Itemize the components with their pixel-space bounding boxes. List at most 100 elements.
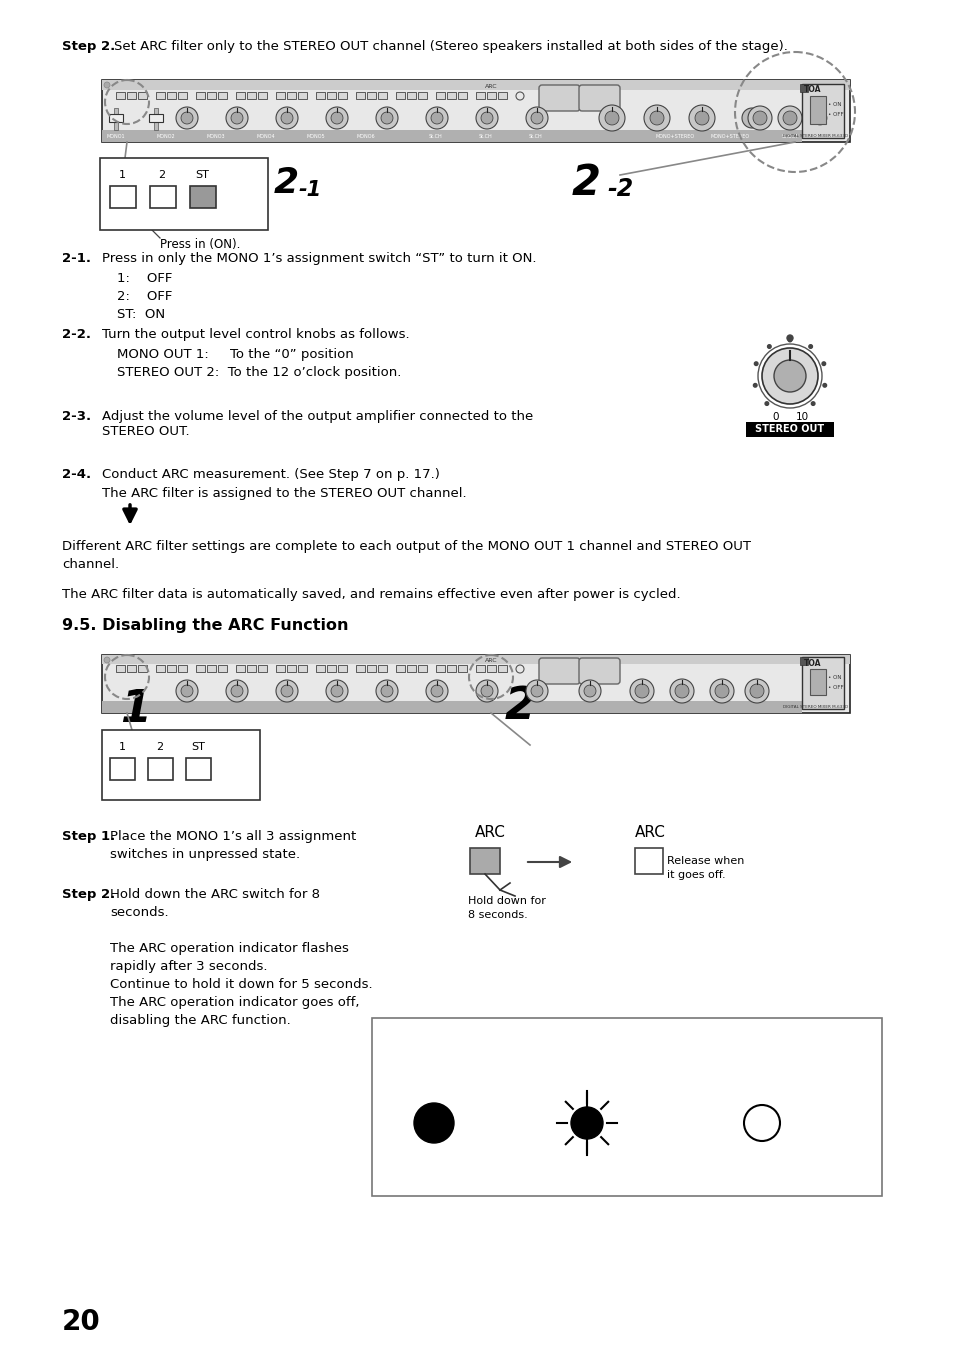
Text: Adjust the volume level of the output amplifier connected to the
STEREO OUT.: Adjust the volume level of the output am… <box>102 410 533 437</box>
Text: 2: 2 <box>504 684 536 728</box>
Bar <box>377 92 387 99</box>
Circle shape <box>812 111 826 126</box>
Bar <box>167 92 175 99</box>
Bar <box>110 757 135 780</box>
Bar <box>102 730 260 801</box>
Circle shape <box>525 680 547 702</box>
Circle shape <box>331 684 343 697</box>
Bar <box>235 666 245 672</box>
Bar <box>257 92 267 99</box>
Text: The ARC filter data is automatically saved, and remains effective even after pow: The ARC filter data is automatically sav… <box>62 589 679 601</box>
Circle shape <box>753 383 757 387</box>
Bar <box>167 666 175 672</box>
Bar <box>327 92 335 99</box>
Circle shape <box>531 684 542 697</box>
Bar <box>417 92 427 99</box>
Text: ST:  ON: ST: ON <box>117 308 165 321</box>
Circle shape <box>226 680 248 702</box>
Circle shape <box>175 680 198 702</box>
Circle shape <box>476 680 497 702</box>
Circle shape <box>104 657 110 663</box>
Text: Place the MONO 1’s all 3 assignment
switches in unpressed state.: Place the MONO 1’s all 3 assignment swit… <box>110 830 355 861</box>
Bar <box>110 186 136 208</box>
Circle shape <box>375 680 397 702</box>
Text: ARC: ARC <box>740 1050 781 1068</box>
Circle shape <box>578 680 600 702</box>
Circle shape <box>380 684 393 697</box>
Bar <box>407 666 416 672</box>
Bar <box>801 657 843 709</box>
Bar <box>355 92 365 99</box>
Circle shape <box>821 362 824 366</box>
Text: St.CH: St.CH <box>529 134 542 139</box>
Bar <box>417 666 427 672</box>
Bar <box>178 92 187 99</box>
Bar <box>207 666 215 672</box>
Circle shape <box>375 107 397 130</box>
Circle shape <box>598 105 624 131</box>
Text: Different ARC filter settings are complete to each output of the MONO OUT 1 chan: Different ARC filter settings are comple… <box>62 540 750 571</box>
Text: The ARC operation indicator flashes
rapidly after 3 seconds.
Continue to hold it: The ARC operation indicator flashes rapi… <box>110 942 373 1027</box>
Text: DIGITAL STEREO MIXER M-633D: DIGITAL STEREO MIXER M-633D <box>782 134 847 138</box>
Text: MONO+STEREO: MONO+STEREO <box>710 134 749 139</box>
Bar <box>113 108 118 130</box>
Bar <box>809 96 825 124</box>
Text: 1: 1 <box>118 743 126 752</box>
Circle shape <box>754 362 758 366</box>
Bar <box>156 92 165 99</box>
Text: 2: 2 <box>158 170 166 180</box>
Circle shape <box>583 684 596 697</box>
Bar <box>372 1018 882 1196</box>
Circle shape <box>688 105 714 131</box>
Bar <box>218 92 227 99</box>
Bar <box>297 92 307 99</box>
Bar <box>275 92 285 99</box>
Bar <box>102 80 849 90</box>
Bar <box>149 113 163 122</box>
Text: 2: 2 <box>572 162 600 204</box>
Text: Press in (ON).: Press in (ON). <box>160 238 240 251</box>
Circle shape <box>695 111 708 126</box>
Text: ARC: ARC <box>484 84 497 89</box>
Text: 2-2.: 2-2. <box>62 328 91 342</box>
Circle shape <box>643 105 669 131</box>
Bar <box>207 92 215 99</box>
Bar <box>497 92 506 99</box>
Text: After 8 seconds: After 8 seconds <box>716 1030 807 1044</box>
Text: Unlit: Unlit <box>747 1152 775 1164</box>
Bar <box>275 666 285 672</box>
Bar <box>801 84 843 138</box>
Text: MONO6: MONO6 <box>356 134 375 139</box>
Bar <box>800 84 807 92</box>
Circle shape <box>231 112 243 124</box>
Text: Conduct ARC measurement. (See Step 7 on p. 17.): Conduct ARC measurement. (See Step 7 on … <box>102 468 439 481</box>
Bar <box>447 92 456 99</box>
Text: ARC: ARC <box>484 657 497 663</box>
Bar <box>470 848 499 873</box>
Bar <box>337 92 347 99</box>
Text: MONO+STEREO: MONO+STEREO <box>655 134 694 139</box>
Bar <box>102 701 801 713</box>
Circle shape <box>778 107 801 130</box>
Circle shape <box>786 335 792 342</box>
Bar <box>315 92 325 99</box>
Text: Press in only the MONO 1’s assignment switch “ST” to turn it ON.: Press in only the MONO 1’s assignment sw… <box>102 252 536 265</box>
Bar <box>127 92 136 99</box>
Text: STEREO OUT 2:  To the 12 o’clock position.: STEREO OUT 2: To the 12 o’clock position… <box>117 366 401 379</box>
Circle shape <box>743 1106 780 1141</box>
Circle shape <box>675 684 688 698</box>
Bar <box>367 666 375 672</box>
Text: -2: -2 <box>606 177 633 201</box>
Bar <box>395 666 405 672</box>
Bar <box>447 666 456 672</box>
Text: Turn the output level control knobs as follows.: Turn the output level control knobs as f… <box>102 328 409 342</box>
Text: The ARC filter is assigned to the STEREO OUT channel.: The ARC filter is assigned to the STEREO… <box>102 487 466 500</box>
FancyBboxPatch shape <box>578 657 619 684</box>
Bar <box>235 92 245 99</box>
Bar <box>809 670 825 695</box>
FancyBboxPatch shape <box>538 657 579 684</box>
Bar <box>497 666 506 672</box>
Bar <box>436 666 444 672</box>
Bar <box>486 666 496 672</box>
Bar <box>109 113 123 122</box>
